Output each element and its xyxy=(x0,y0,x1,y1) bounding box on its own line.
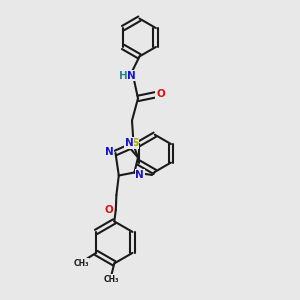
Text: H: H xyxy=(118,70,127,81)
Text: N: N xyxy=(104,147,113,158)
Text: S: S xyxy=(131,138,139,148)
Text: CH₃: CH₃ xyxy=(103,274,119,284)
Text: O: O xyxy=(105,205,114,215)
Text: N: N xyxy=(127,70,136,81)
Text: CH₃: CH₃ xyxy=(74,259,89,268)
Text: N: N xyxy=(124,138,134,148)
Text: O: O xyxy=(156,89,165,100)
Text: N: N xyxy=(135,170,144,180)
